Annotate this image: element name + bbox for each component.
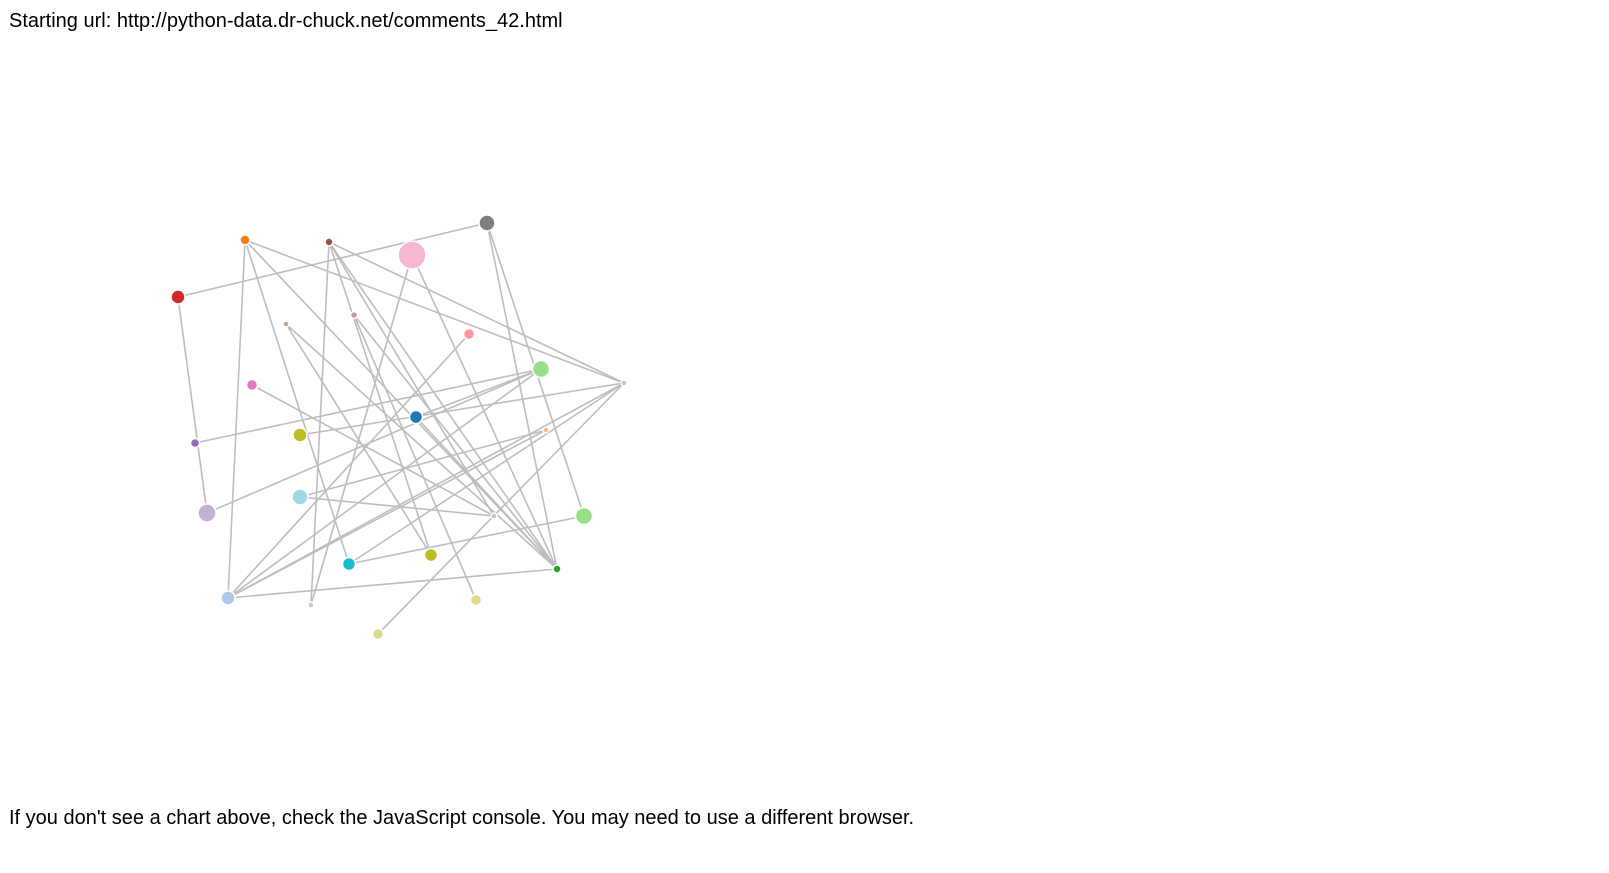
graph-node-n-green[interactable] [552,564,562,574]
graph-edge-n-lightgreen-1-n-lightblue [227,368,542,599]
graph-edge-n-magenta-n-gray-small-mid [251,384,495,517]
graph-edge-n-pink-large-n-green [411,254,558,570]
graph-edge-n-red-n-gray [177,222,488,298]
graph-edge-n-red-n-lavender [177,296,208,514]
graph-edge-n-lightgreen-1-n-lavender [206,368,542,514]
graph-node-n-olive-1[interactable] [292,427,308,443]
graph-edge-n-lightgray-right-n-cyan [348,382,625,565]
starting-url-text: Starting url: http://python-data.dr-chuc… [9,10,563,32]
graph-edge-n-brown-n-lightgray-right [328,241,625,384]
graph-edge-n-lightgreen-1-n-purple [194,368,542,444]
graph-edge-n-orange-n-cyan [244,239,350,565]
graph-edge-n-brown-n-gray-small-bottom [310,241,330,606]
graph-edge-n-tan-small-n-green [285,323,558,570]
graph-node-n-magenta[interactable] [245,378,259,392]
graph-edge-n-pink-large-n-gray-small-bottom [310,254,413,606]
graph-node-n-brown[interactable] [324,237,334,247]
graph-node-n-khaki-2[interactable] [371,627,385,641]
graph-edge-n-brown-n-olive-2 [328,241,432,556]
graph-node-n-blue[interactable] [408,409,424,425]
graph-node-n-purple[interactable] [189,437,201,449]
graph-node-n-lightgreen-2[interactable] [574,506,594,526]
graph-node-n-gray-small-mid[interactable] [490,512,498,520]
graph-node-n-lightblue[interactable] [220,590,236,606]
graph-node-n-gray[interactable] [478,214,496,232]
graph-node-n-khaki-1[interactable] [469,593,483,607]
graph-edge-n-rose-small-n-green [353,314,558,570]
graph-node-n-lightgray-right[interactable] [620,379,628,387]
graph-edge-n-orange-n-lightgray-right [244,239,625,384]
browser-warning-text: If you don't see a chart above, check th… [9,807,915,829]
graph-edge-n-peach-small-n-lightcyan [299,429,547,498]
graph-node-n-gray-small-bottom[interactable] [307,601,315,609]
graph-edge-n-blue-n-green [415,416,558,570]
graph-node-n-lightgreen-1[interactable] [531,359,551,379]
graph-node-n-tan-small[interactable] [282,320,290,328]
graph-edge-n-orange-n-green [244,239,558,570]
graph-node-n-olive-2[interactable] [423,547,439,563]
graph-node-n-cyan[interactable] [341,556,357,572]
graph-edge-n-gray-n-green [486,222,558,570]
graph-node-n-lightcyan[interactable] [291,488,309,506]
graph-edge-n-lightgray-right-n-olive-1 [299,382,625,436]
graph-node-n-pink-large[interactable] [397,240,427,270]
graph-edge-n-salmon-n-lightblue [227,333,470,599]
graph-edge-n-peach-small-n-lightblue [227,429,547,599]
graph-edge-n-tan-small-n-olive-2 [285,323,432,556]
graph-edge-n-green-n-lightblue [227,568,558,599]
graph-node-n-salmon[interactable] [462,327,476,341]
graph-node-n-red[interactable] [170,289,186,305]
graph-nodes [170,214,628,641]
graph-node-n-orange[interactable] [239,234,251,246]
graph-edges [177,222,625,635]
graph-node-n-lavender[interactable] [197,503,217,523]
graph-node-n-rose-small[interactable] [349,310,359,320]
graph-edge-n-lightgray-right-n-lightblue [227,382,625,599]
graph-edge-n-brown-n-green [328,241,558,570]
graph-edge-n-gray-small-mid-n-lightcyan [299,496,495,517]
graph-edge-n-rose-small-n-khaki-1 [353,314,477,601]
graph-edge-n-orange-n-lightblue [227,239,246,599]
graph-node-n-peach-small[interactable] [542,426,550,434]
graph-edge-n-lightgreen-2-n-cyan [348,515,585,565]
graph-edge-n-blue-n-lightgreen-1 [415,368,542,418]
